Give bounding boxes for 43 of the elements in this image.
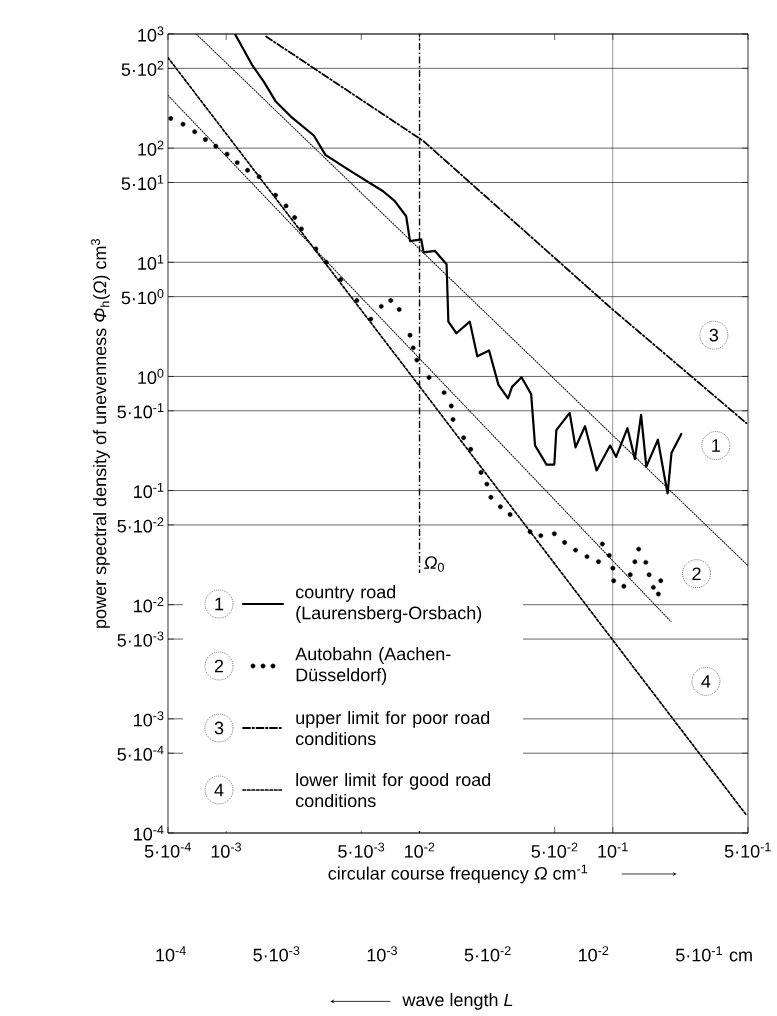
legend-label: Autobahn (Aachen-Düsseldorf) (295, 647, 451, 685)
y-tick-label: 5·10$^{1}$ (121, 174, 164, 191)
text: 10$^{-3}$ (367, 946, 397, 962)
x2-axis-title: wave length L (402, 993, 513, 1010)
y-tick-label: 5·10$^{-2}$ (117, 517, 164, 533)
y-tick-label: 5·10$^{-4}$ (117, 745, 164, 761)
y-tick-label: 5·10$^{2}$ (121, 60, 164, 76)
x-tick-label: 10$^{-1}$ (598, 842, 628, 858)
x-tick-label: 5·10$^{-3}$ (338, 842, 385, 858)
y-tick-label: 10$^{1}$ (138, 254, 164, 270)
y-tick-label: 5·10$^{0}$ (121, 289, 164, 305)
ref-line-label: Ω$_{0}$ (424, 556, 444, 572)
y-tick-label: 5·10$^{-1}$ (117, 403, 164, 419)
text: 10$^{-2}$ (578, 946, 609, 962)
x-axis-title: circular course frequency Ω cm$^{-1}$ (328, 864, 588, 884)
y-tick-label: 10$^{3}$ (138, 26, 164, 42)
legend-label: upper limit for poor road conditions (295, 710, 490, 746)
text: 5·10$^{-1}$ cm (676, 946, 752, 962)
x-tick-label: 5·10$^{-1}$ (724, 842, 771, 858)
y-tick-label: 10$^{2}$ (138, 140, 164, 156)
text: 1 (215, 597, 224, 611)
annotation: 3 (709, 328, 719, 342)
y-tick-label: 10$^{-1}$ (134, 483, 164, 499)
y-tick-label: 10$^{-3}$ (134, 711, 164, 727)
text: 3 (214, 721, 224, 735)
annotation: 4 (701, 675, 711, 688)
y-tick-label: 10$^{-2}$ (134, 597, 164, 613)
legend-label: country road (Laurensberg-Orsbach) (295, 585, 482, 623)
text: 5·10$^{-2}$ (464, 946, 511, 962)
text: 2 (214, 659, 224, 673)
text: 5·10$^{-3}$ (253, 946, 300, 962)
y-tick-label: 10$^{-4}$ (134, 825, 164, 841)
text: 4 (214, 783, 224, 797)
y-tick-label: 10$^{0}$ (138, 368, 164, 385)
y-tick-label: 5·10$^{-3}$ (117, 631, 164, 647)
y-axis-title: power spectral density of unevenness Φ$_{h}$(Ω) cm$^{3}$ (91, 239, 110, 628)
x-tick-label: 10$^{-3}$ (211, 842, 241, 858)
legend-label: lower limit for good road conditions (295, 772, 491, 808)
x-tick-label: 5·10$^{-2}$ (531, 842, 578, 858)
annotation: 1 (712, 439, 720, 452)
text: 10$^{-4}$ (156, 946, 186, 962)
annotation: 2 (692, 567, 701, 580)
x-tick-label: 10$^{-2}$ (405, 842, 435, 858)
